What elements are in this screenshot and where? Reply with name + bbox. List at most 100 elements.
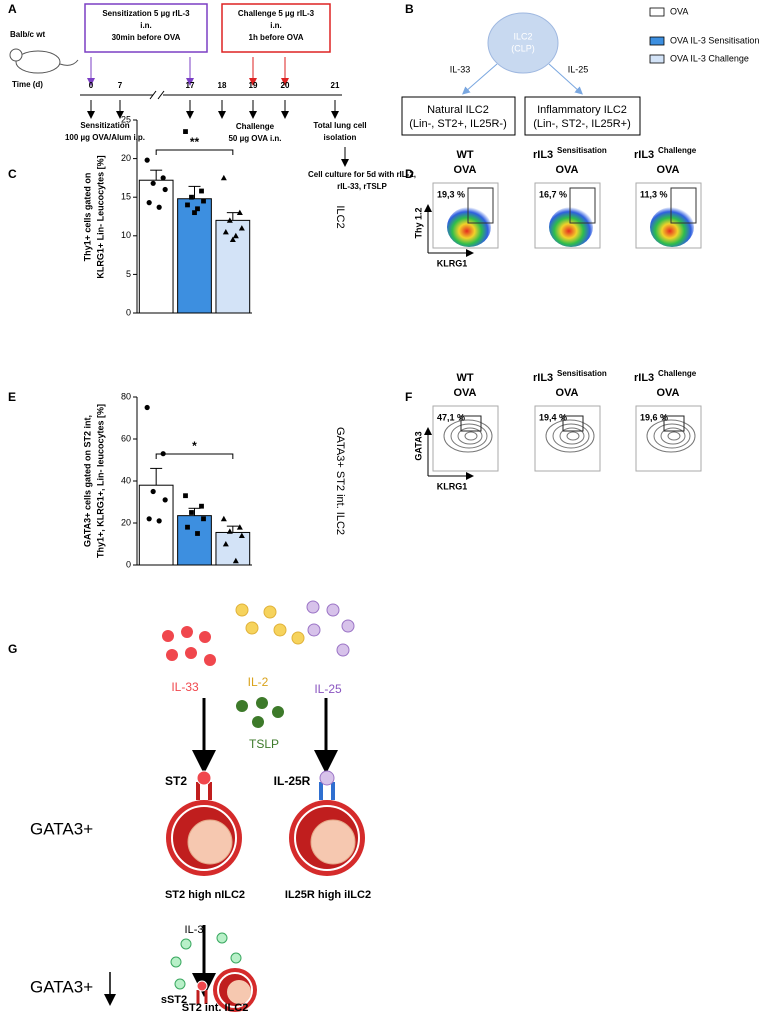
gate-percent: 47,1 % bbox=[437, 412, 465, 422]
contour bbox=[559, 427, 585, 445]
contour bbox=[552, 423, 590, 449]
bar bbox=[138, 484, 174, 566]
box-text: Inflammatory ILC2 bbox=[537, 104, 627, 116]
box-text: 1h before OVA bbox=[249, 33, 304, 42]
data-point bbox=[144, 404, 150, 411]
column-title: WT bbox=[456, 372, 473, 384]
flow-x-label: KLRG1 bbox=[437, 258, 468, 268]
y-axis-label: Thy1+ cells gated on bbox=[82, 173, 92, 262]
column-title: OVA bbox=[555, 387, 578, 399]
y-tick-label: 10 bbox=[121, 230, 131, 240]
panel-label: G bbox=[8, 642, 17, 656]
model-graphics bbox=[104, 600, 365, 1012]
bar bbox=[177, 515, 212, 566]
note: Challenge bbox=[236, 122, 275, 131]
data-point bbox=[189, 510, 194, 515]
gate-percent: 11,3 % bbox=[640, 189, 668, 199]
y-tick-label: 25 bbox=[121, 114, 131, 124]
legend-swatch bbox=[649, 36, 665, 46]
gate bbox=[663, 415, 685, 432]
data-point bbox=[220, 174, 227, 181]
y-tick-label: 5 bbox=[126, 269, 131, 279]
note: Total lung cell bbox=[313, 121, 366, 130]
flow-x-label: KLRG1 bbox=[437, 481, 468, 491]
data-point bbox=[199, 188, 204, 194]
panel-label: B bbox=[405, 2, 414, 16]
data-point bbox=[201, 516, 206, 522]
column-title: OVA bbox=[555, 164, 578, 176]
data-point bbox=[162, 186, 168, 193]
data-point bbox=[195, 531, 200, 536]
data-point bbox=[156, 204, 162, 210]
y-tick-label: 20 bbox=[121, 517, 131, 527]
data-point bbox=[226, 217, 233, 223]
contour bbox=[653, 423, 691, 449]
strain: Balb/c wt bbox=[10, 30, 45, 39]
contour bbox=[566, 431, 580, 441]
gate bbox=[569, 187, 596, 224]
data-point bbox=[236, 209, 243, 216]
bar bbox=[215, 531, 251, 566]
column-title: WT bbox=[456, 149, 473, 161]
data-point bbox=[226, 528, 233, 534]
box-text: Sensitization 5 µg rIL-3 bbox=[102, 9, 190, 18]
data-point bbox=[160, 175, 166, 181]
column-title: rIL3 bbox=[634, 372, 654, 384]
data-point bbox=[192, 210, 197, 216]
gate bbox=[670, 187, 697, 224]
data-point bbox=[185, 202, 190, 208]
note: isolation bbox=[324, 133, 357, 142]
flow-y-label: Thy 1.2 bbox=[413, 207, 423, 238]
data-point bbox=[232, 232, 239, 239]
box-text: (Lin-, ST2+, IL25R-) bbox=[409, 118, 507, 130]
note: 50 µg OVA i.n. bbox=[228, 134, 281, 143]
data-point bbox=[189, 194, 194, 200]
note: Sensitization bbox=[80, 121, 129, 130]
gate bbox=[562, 415, 584, 432]
panel-label: C bbox=[8, 167, 17, 181]
data-point bbox=[183, 493, 188, 499]
density bbox=[549, 207, 593, 247]
data-point bbox=[199, 503, 204, 509]
cell-label: ST2 high nILC2 bbox=[165, 889, 245, 901]
day-label: 19 bbox=[249, 81, 258, 90]
data-point bbox=[150, 180, 156, 186]
contour bbox=[450, 423, 488, 449]
data-point bbox=[150, 488, 156, 495]
progenitor: (CLP) bbox=[511, 43, 535, 53]
column-title: OVA bbox=[453, 387, 476, 399]
side-label: ILC2 bbox=[334, 205, 346, 228]
panel-label: E bbox=[8, 390, 16, 404]
data-point bbox=[195, 206, 200, 212]
contour bbox=[545, 419, 595, 453]
cytokine: TSLP bbox=[249, 737, 279, 751]
column-superscript: Challenge bbox=[658, 146, 697, 155]
note: rIL-33, rTSLP bbox=[337, 182, 387, 191]
box-text: i.n. bbox=[270, 21, 282, 30]
contour bbox=[443, 419, 493, 453]
day-label: 21 bbox=[331, 81, 340, 90]
data-point bbox=[201, 198, 206, 204]
box-text: (Lin-, ST2-, IL25R+) bbox=[533, 118, 631, 130]
data-point bbox=[232, 557, 239, 564]
data-point bbox=[185, 524, 190, 530]
gate-percent: 19,4 % bbox=[539, 412, 567, 422]
day-label: 7 bbox=[118, 81, 123, 90]
cell-label: ST2 int. ILC2 bbox=[182, 1002, 249, 1014]
side-label: GATA3+ ST2 int. ILC2 bbox=[334, 427, 346, 535]
column-superscript: Challenge bbox=[658, 369, 697, 378]
data-point bbox=[238, 225, 245, 231]
bar bbox=[215, 219, 251, 314]
contour bbox=[660, 427, 686, 445]
cytokine: IL-33 bbox=[450, 64, 471, 74]
column-title: rIL3 bbox=[634, 149, 654, 161]
bar bbox=[138, 179, 174, 314]
data-point bbox=[156, 518, 162, 524]
contour bbox=[646, 419, 696, 453]
gate bbox=[467, 187, 494, 224]
box-text: Natural ILC2 bbox=[427, 104, 489, 116]
significance-bracket bbox=[155, 149, 234, 155]
contour bbox=[457, 427, 483, 445]
state: GATA3+ bbox=[30, 977, 93, 996]
y-tick-label: 15 bbox=[121, 192, 131, 202]
